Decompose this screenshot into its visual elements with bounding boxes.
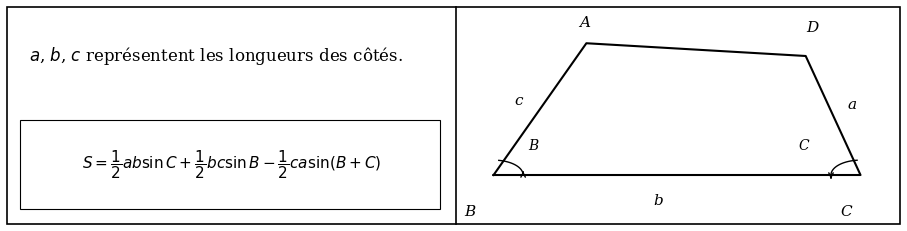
Text: C: C <box>841 205 852 219</box>
Text: D: D <box>806 21 818 35</box>
Text: B: B <box>464 205 475 219</box>
Text: C: C <box>798 139 809 153</box>
Text: b: b <box>653 194 663 207</box>
Text: $a$, $b$, $c$ représentent les longueurs des côtés.: $a$, $b$, $c$ représentent les longueurs… <box>29 45 403 67</box>
Text: B: B <box>529 139 539 153</box>
Text: $S = \dfrac{1}{2}ab\sin C + \dfrac{1}{2}bc\sin B - \dfrac{1}{2}ca\sin(B+C)$: $S = \dfrac{1}{2}ab\sin C + \dfrac{1}{2}… <box>83 148 382 181</box>
Text: c: c <box>514 94 523 108</box>
FancyBboxPatch shape <box>20 120 440 209</box>
Text: a: a <box>847 98 856 112</box>
Text: A: A <box>579 16 590 30</box>
